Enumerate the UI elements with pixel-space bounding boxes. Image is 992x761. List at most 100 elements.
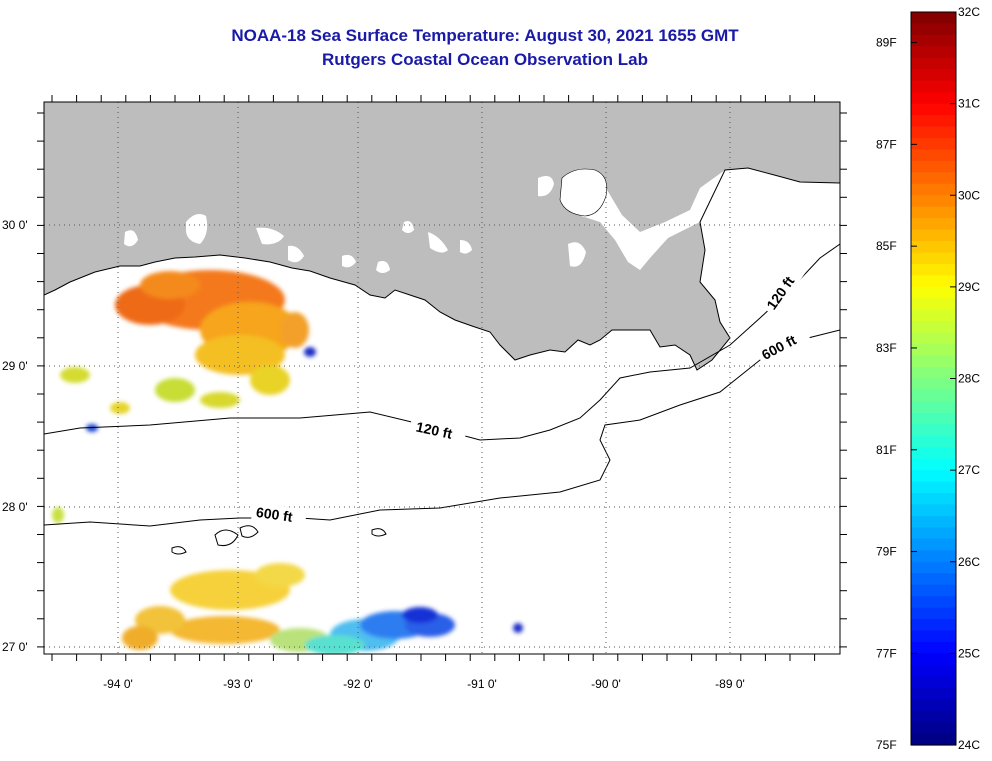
sst-data <box>52 270 523 654</box>
contour-600ft <box>44 329 840 527</box>
colorbar-step <box>911 401 956 414</box>
colorbar-step <box>911 92 956 105</box>
colorbar-fahrenheit-label: 79F <box>876 545 897 559</box>
lat-label: 29 0' <box>2 359 28 373</box>
colorbar-step <box>911 149 956 162</box>
colorbar-step <box>911 126 956 139</box>
title-line-1: NOAA-18 Sea Surface Temperature: August … <box>231 26 739 45</box>
colorbar-step <box>911 470 956 483</box>
colorbar-step <box>911 80 956 93</box>
colorbar-fahrenheit-label: 75F <box>876 738 897 752</box>
colorbar-step <box>911 389 956 402</box>
colorbar-step <box>911 115 956 128</box>
colorbar-step <box>911 584 956 597</box>
lake-white <box>428 232 448 253</box>
colorbar-step <box>911 103 956 116</box>
colorbar-fahrenheit-label: 77F <box>876 646 897 660</box>
colorbar-step <box>911 321 956 334</box>
colorbar-step <box>911 46 956 59</box>
colorbar-step <box>911 664 956 677</box>
colorbar-step <box>911 424 956 437</box>
colorbar-step <box>911 527 956 540</box>
colorbar-step <box>911 263 956 277</box>
colorbar-step <box>911 458 956 471</box>
colorbar-step <box>911 332 956 345</box>
colorbar-step <box>911 160 956 173</box>
colorbar-step <box>911 286 956 299</box>
contour-small <box>371 528 387 537</box>
axis-ticks <box>37 95 847 661</box>
colorbar-step <box>911 515 956 528</box>
colorbar-celsius-label: 27C <box>958 463 980 477</box>
land-mass <box>44 102 840 370</box>
lake-white <box>559 168 608 217</box>
colorbar-step <box>911 355 956 368</box>
lake-white <box>538 176 554 197</box>
map-border <box>43 101 841 655</box>
lon-label: -91 0' <box>467 677 497 691</box>
lake-white <box>460 240 472 254</box>
lake-white <box>342 254 356 268</box>
colorbar-fahrenheit-label: 81F <box>876 443 897 457</box>
lat-label: 30 0' <box>2 218 28 232</box>
colorbar-step <box>911 504 956 517</box>
colorbar-step <box>911 172 956 185</box>
contour-small <box>171 546 187 555</box>
colorbar-step <box>911 481 956 494</box>
lake-white <box>402 221 414 233</box>
lon-label: -89 0' <box>715 677 745 691</box>
colorbar-step <box>911 687 956 700</box>
contour-small <box>214 529 239 546</box>
colorbar-step <box>911 195 956 208</box>
colorbar-step <box>911 183 956 196</box>
colorbar-step <box>911 241 956 254</box>
lake-white <box>256 227 284 245</box>
colorbar-fahrenheit-label: 87F <box>876 137 897 151</box>
colorbar-step <box>911 641 956 654</box>
colorbar-step <box>911 493 956 506</box>
colorbar-step <box>911 34 956 47</box>
lon-label: -93 0' <box>223 677 253 691</box>
lon-label: -94 0' <box>103 677 133 691</box>
lat-label: 27 0' <box>2 640 28 654</box>
colorbar-step <box>911 275 956 288</box>
colorbar-step <box>911 23 956 36</box>
colorbar-step <box>911 12 956 25</box>
colorbar-step <box>911 550 956 563</box>
colorbar-celsius-label: 25C <box>958 646 980 660</box>
colorbar-step <box>911 252 956 265</box>
colorbar-celsius-label: 31C <box>958 97 980 111</box>
colorbar-step <box>911 137 956 151</box>
contour-120ft <box>44 243 840 441</box>
colorbar-step <box>911 676 956 689</box>
colorbar-step <box>911 435 956 448</box>
colorbar-celsius-label: 26C <box>958 555 980 569</box>
lake-white <box>186 214 208 244</box>
colorbar-step <box>911 619 956 632</box>
colorbar-step <box>911 412 956 425</box>
colorbar-step <box>911 298 956 311</box>
colorbar-step <box>911 653 956 666</box>
colorbar-step <box>911 344 956 357</box>
colorbar-step <box>911 69 956 82</box>
colorbar-step <box>911 57 956 70</box>
colorbar-step <box>911 561 956 574</box>
lake-white <box>568 242 586 267</box>
contour-label: 600 ft <box>255 504 294 525</box>
colorbar-step <box>911 630 956 643</box>
colorbar-step <box>911 699 956 712</box>
colorbar-gradient <box>911 12 956 746</box>
colorbar-step <box>911 596 956 609</box>
lake-white <box>376 261 390 273</box>
colorbar-step <box>911 206 956 219</box>
colorbar-celsius-label: 30C <box>958 188 980 202</box>
lake-white <box>124 230 138 247</box>
lat-label: 28 0' <box>2 500 28 514</box>
coastline <box>44 167 840 371</box>
colorbar-step <box>911 378 956 391</box>
colorbar-step <box>911 309 956 322</box>
lon-label: -90 0' <box>591 677 621 691</box>
colorbar-fahrenheit-label: 83F <box>876 341 897 355</box>
